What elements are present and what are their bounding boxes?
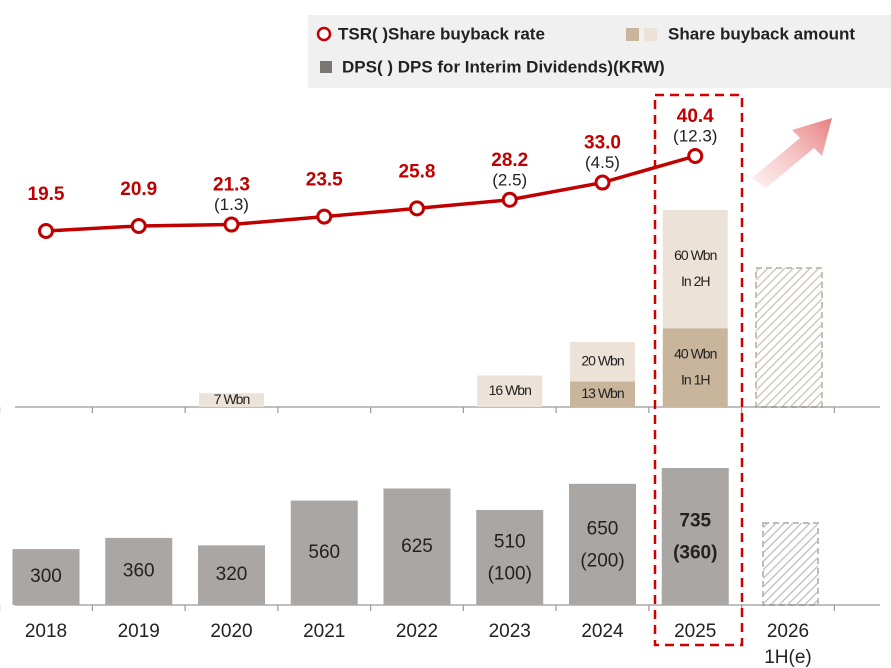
legend-marker [316, 26, 332, 42]
x-tick-label: 2018 [25, 621, 67, 642]
bar-value-label: In 2H [681, 273, 709, 289]
bar [476, 509, 544, 605]
legend-label: DPS( ) DPS for Interim Dividends)(KRW) [342, 57, 665, 76]
tsr-label: 21.3 [213, 175, 250, 196]
tsr-label: 28.2 [491, 150, 528, 171]
buyback-rate-label: (4.5) [585, 153, 620, 172]
estimate-buyback [755, 267, 823, 408]
bar-value-label: 13 Wbn [581, 385, 623, 401]
x-tick-label: 2022 [396, 621, 438, 642]
bar-value-label: 300 [30, 566, 62, 587]
bar [477, 375, 543, 407]
bar [199, 393, 264, 407]
tsr-point [594, 174, 611, 191]
bar [12, 549, 80, 605]
legend-swatch [644, 28, 657, 41]
bar-value-label: 360 [123, 560, 155, 581]
x-tick-label: 2026 [767, 621, 809, 642]
x-tick-label: 2019 [118, 621, 160, 642]
tsr-point [316, 208, 333, 225]
tsr-point [130, 217, 147, 234]
bar-value-label: In 1H [681, 371, 709, 387]
bar [569, 483, 636, 605]
legend-swatch [626, 28, 639, 41]
tsr-line [45, 154, 696, 233]
bar [570, 381, 635, 407]
x-tick-label: 1H(e) [764, 647, 812, 668]
legend-label: Share buyback amount [668, 24, 855, 43]
tsr-point [223, 216, 240, 233]
bar [570, 341, 635, 382]
bar-value-label: 20 Wbn [581, 352, 623, 368]
highlight-box [653, 93, 744, 647]
legend-label: TSR( )Share buyback rate [338, 24, 545, 43]
x-tick-label: 2023 [489, 621, 531, 642]
bar [198, 545, 265, 605]
interim-label: (360) [673, 543, 717, 564]
tsr-label: 23.5 [306, 170, 343, 191]
bar [662, 210, 728, 329]
tsr-point [409, 200, 425, 217]
tsr-point [501, 191, 518, 208]
interim-label: (200) [580, 550, 624, 571]
tsr-label: 33.0 [584, 133, 621, 154]
buyback-rate-label: (12.3) [673, 126, 717, 145]
tsr-point [687, 148, 704, 164]
x-tick-label: 2021 [303, 621, 345, 642]
bar [661, 468, 729, 605]
bar [383, 488, 451, 605]
trend-arrow [752, 118, 832, 188]
bar-value-label: 7 Wbn [214, 391, 250, 407]
bar-value-label: 735 [679, 511, 711, 532]
bar [105, 537, 173, 605]
tsr-label: 20.9 [120, 179, 157, 200]
estimate-dps [762, 522, 819, 606]
tsr-label: 25.8 [399, 161, 436, 182]
bar-value-label: 650 [587, 518, 619, 539]
tsr-point [38, 223, 54, 239]
tsr-label: 40.4 [677, 106, 714, 127]
x-tick-label: 2024 [581, 621, 624, 642]
bar-value-label: 40 Wbn [674, 345, 716, 361]
x-tick-label: 2020 [210, 621, 252, 642]
legend-box [308, 15, 891, 88]
buyback-rate-label: (1.3) [214, 195, 249, 214]
bar-value-label: 560 [308, 542, 340, 563]
bar-value-label: 60 Wbn [674, 247, 716, 263]
bar-value-label: 320 [216, 564, 248, 585]
bar [290, 500, 358, 605]
bar-value-label: 625 [401, 536, 433, 557]
interim-label: (100) [488, 563, 532, 584]
bar [662, 328, 728, 407]
bar-value-label: 16 Wbn [489, 382, 531, 398]
bar-value-label: 510 [494, 531, 526, 552]
buyback-rate-label: (2.5) [492, 170, 527, 189]
legend-swatch [320, 61, 332, 73]
tsr-label: 19.5 [28, 184, 65, 205]
x-tick-label: 2025 [674, 621, 716, 642]
